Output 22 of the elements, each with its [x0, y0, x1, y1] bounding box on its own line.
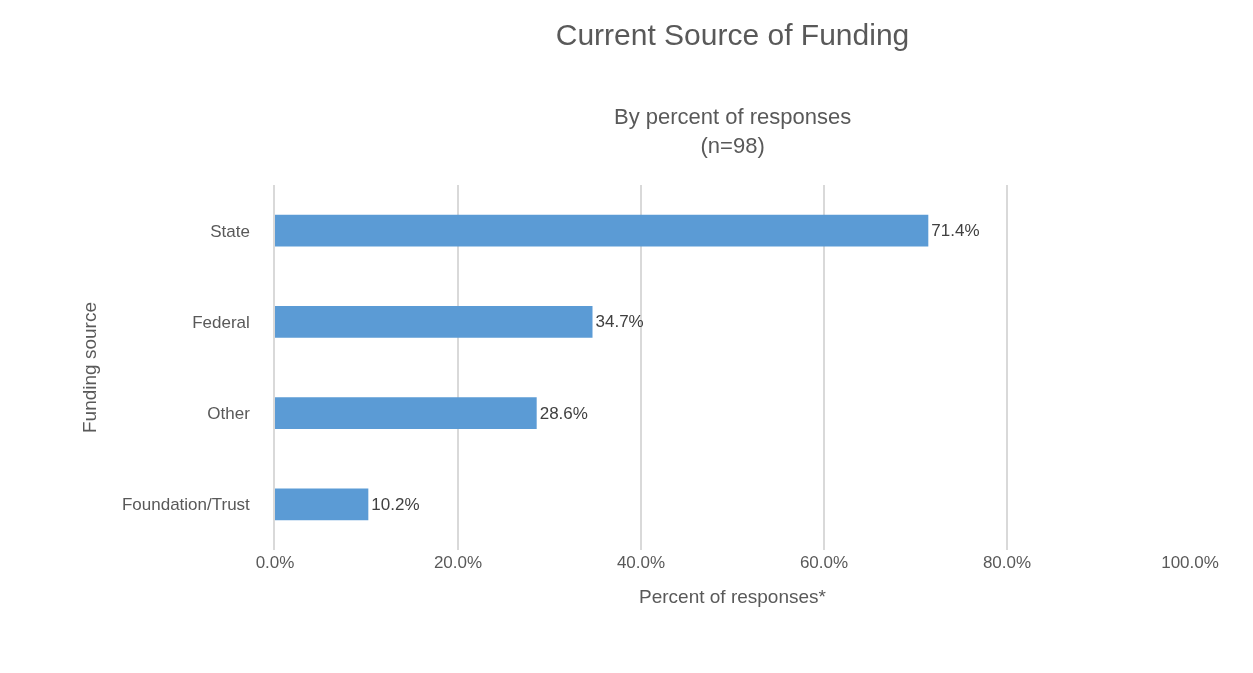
- x-tick-label: 100.0%: [1161, 553, 1219, 572]
- chart-title: Current Source of Funding: [555, 17, 910, 51]
- y-tick-label: State: [210, 221, 250, 241]
- data-label: 34.7%: [595, 312, 644, 332]
- x-axis-title: Percent of responses*: [639, 585, 827, 607]
- x-tick-label: 80.0%: [982, 553, 1032, 572]
- bar: [275, 397, 537, 430]
- x-tick-label: 0.0%: [255, 553, 295, 572]
- x-tick-label: 20.0%: [433, 553, 483, 572]
- bar: [275, 214, 929, 247]
- chart-subtitle: By percent of responses (n=98): [614, 104, 852, 158]
- data-label: 71.4%: [931, 221, 980, 241]
- x-tick-label: 40.0%: [616, 553, 666, 572]
- y-axis-title: Funding source: [79, 302, 101, 433]
- data-label: 28.6%: [539, 403, 588, 423]
- x-tick-label: 60.0%: [799, 553, 849, 572]
- bar: [275, 305, 593, 338]
- bar: [275, 488, 369, 521]
- y-tick-label: Federal: [192, 312, 250, 332]
- y-tick-label: Foundation/Trust: [121, 495, 251, 515]
- y-tick-label: Other: [207, 404, 251, 424]
- data-label: 10.2%: [371, 494, 420, 514]
